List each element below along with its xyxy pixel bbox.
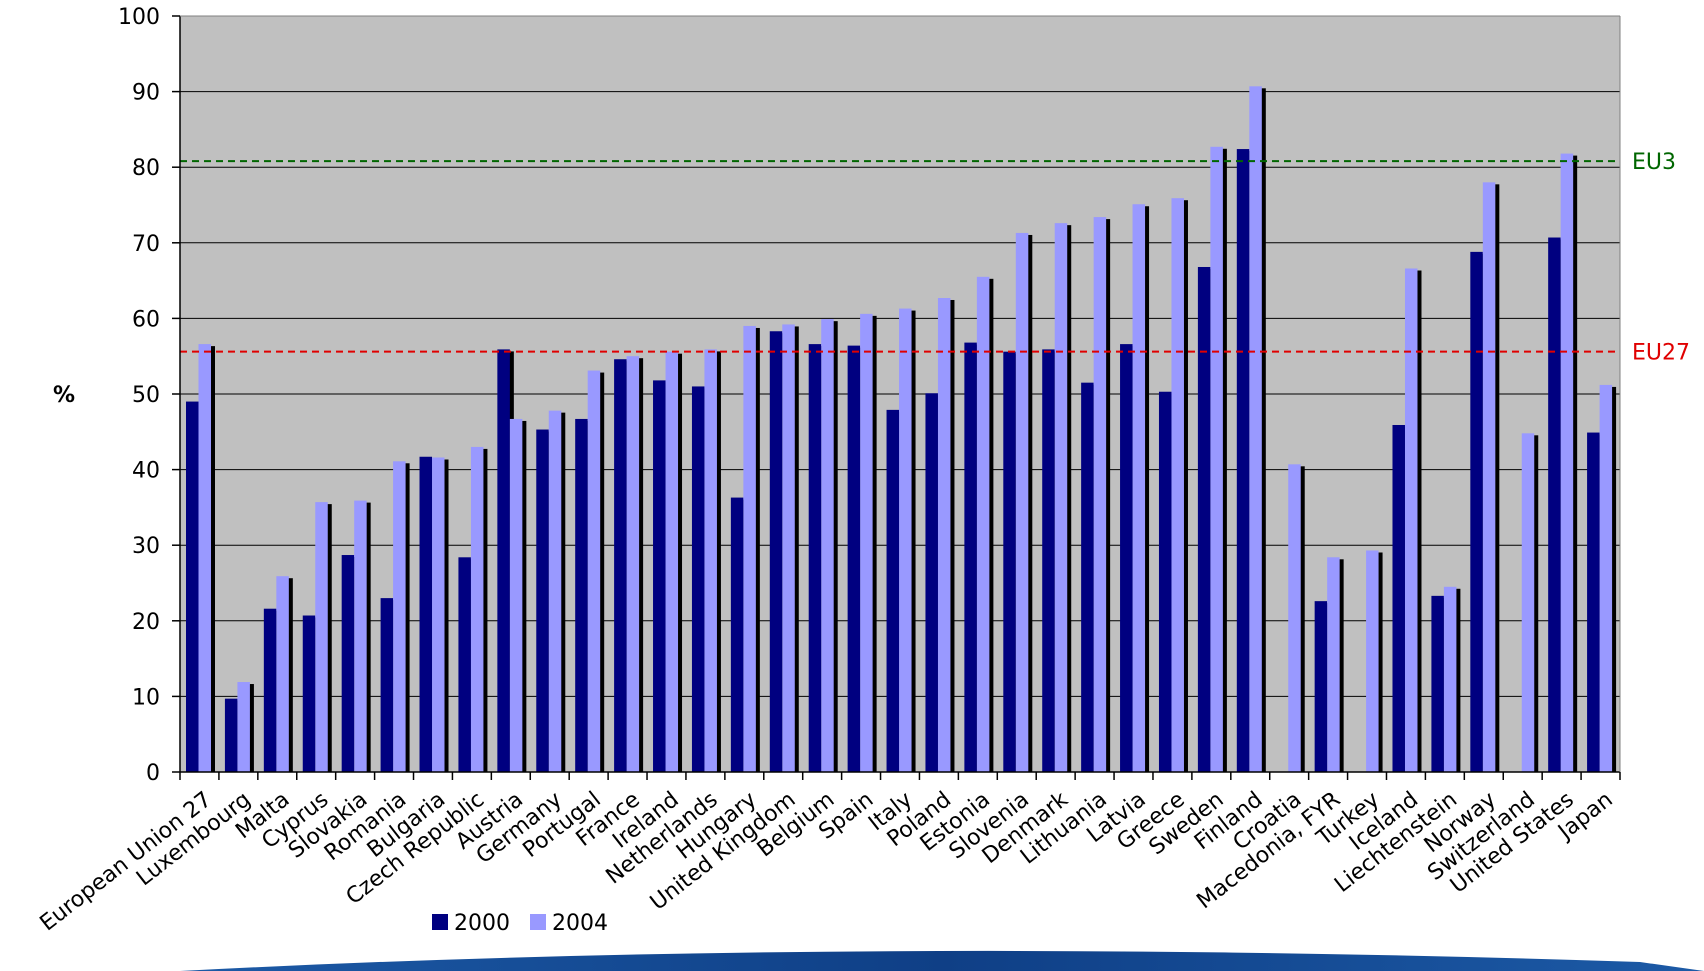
y-tick-label-0: 0: [146, 761, 160, 786]
bar-2000-1: [224, 698, 238, 772]
bar-2004-32: [1443, 586, 1457, 772]
bar-2004-2: [276, 576, 289, 772]
bar-2004-18: [899, 308, 912, 772]
bar-2004-0: [198, 344, 211, 772]
bar-2000-5: [380, 598, 394, 772]
y-tick-label-70: 70: [132, 232, 160, 257]
bar-2004-35: [1560, 153, 1574, 773]
bar-2004-11: [626, 356, 640, 772]
bar-2000-27: [1236, 149, 1250, 772]
bar-2004-4: [354, 500, 367, 772]
bar-2000-18: [886, 409, 900, 772]
y-tick-label-20: 20: [132, 610, 160, 635]
reference-label-eu27: EU27: [1632, 341, 1690, 366]
bar-2004-34: [1521, 433, 1535, 772]
bar-2000-19: [925, 393, 938, 772]
y-tick-label-100: 100: [118, 5, 160, 30]
bar-2000-22: [1042, 349, 1055, 772]
bar-2000-25: [1158, 391, 1172, 772]
bar-2000-20: [964, 342, 977, 772]
y-tick-label-50: 50: [132, 383, 160, 408]
y-tick-label-60: 60: [132, 307, 160, 332]
bar-2004-20: [976, 276, 990, 772]
bar-2000-4: [341, 555, 355, 772]
bar-2000-33: [1470, 251, 1483, 772]
y-axis-label: %: [53, 383, 75, 408]
bar-2000-3: [302, 615, 316, 772]
bar-2000-14: [730, 497, 744, 772]
bar-2004-27: [1249, 86, 1262, 773]
legend-swatch-2004: [530, 914, 546, 930]
y-tick-label-30: 30: [132, 534, 160, 559]
bar-2004-6: [432, 457, 445, 772]
bar-2004-24: [1132, 204, 1146, 772]
bar-2000-16: [808, 344, 822, 772]
bar-2004-31: [1404, 268, 1418, 772]
bar-2000-21: [1003, 351, 1016, 772]
x-tick-label: European Union 27: [35, 787, 216, 936]
bar-2004-36: [1599, 384, 1613, 772]
bar-2000-23: [1081, 382, 1094, 772]
y-tick-label-90: 90: [132, 81, 160, 106]
bar-2004-5: [393, 461, 406, 772]
bar-2000-15: [769, 331, 783, 772]
bar-2004-9: [548, 410, 562, 772]
bar-2000-7: [458, 557, 471, 772]
bar-2004-3: [315, 502, 328, 772]
bar-2000-10: [575, 418, 588, 772]
bar-2004-15: [782, 324, 795, 772]
bar-2000-0: [186, 401, 199, 772]
x-tick-labels: European Union 27LuxembourgMaltaCyprusSl…: [35, 787, 1617, 936]
legend-label-2000: 2000: [454, 911, 510, 936]
bar-2004-33: [1482, 182, 1496, 772]
bar-2000-31: [1392, 424, 1405, 772]
y-tick-label-80: 80: [132, 156, 160, 181]
bar-2000-11: [614, 359, 627, 772]
y-tick-labels: 0 10 20 30 40 50 60 70 80 90 100: [118, 5, 160, 786]
bar-2000-12: [653, 380, 666, 772]
bar-2004-29: [1327, 557, 1340, 772]
bar-2000-36: [1587, 432, 1600, 772]
reference-label-eu3: EU3: [1632, 150, 1676, 175]
bar-2000-26: [1197, 266, 1211, 772]
axes: [172, 15, 1621, 780]
bar-2004-26: [1210, 146, 1223, 773]
bar-2000-35: [1548, 237, 1561, 772]
bar-2000-17: [847, 345, 861, 772]
bar-2004-28: [1288, 464, 1301, 772]
legend-swatch-2000: [432, 914, 448, 930]
legend: 2000 2004: [432, 911, 608, 936]
bar-2004-22: [1054, 223, 1068, 773]
bars: [186, 86, 1617, 773]
bar-2004-1: [237, 682, 250, 772]
bar-2004-30: [1366, 550, 1379, 772]
bar-2004-25: [1171, 198, 1184, 773]
legend-label-2004: 2004: [552, 911, 608, 936]
reference-lines: EU3 EU27: [180, 150, 1690, 366]
bar-2004-21: [1015, 232, 1029, 773]
footer-banner: [180, 950, 1704, 971]
bar-2004-13: [704, 349, 717, 772]
bar-2000-6: [419, 456, 433, 772]
bar-2000-2: [263, 608, 277, 772]
bar-2004-10: [587, 370, 601, 772]
bar-2004-14: [743, 325, 756, 772]
bar-2004-8: [509, 418, 523, 772]
y-tick-label-10: 10: [132, 685, 160, 710]
bar-2000-24: [1120, 344, 1133, 772]
bar-2000-32: [1431, 595, 1444, 772]
bar-2004-17: [860, 313, 873, 772]
bar-2004-12: [665, 351, 679, 772]
bar-2000-13: [691, 386, 705, 772]
bar-2004-7: [470, 446, 484, 772]
bar-2000-29: [1314, 601, 1328, 772]
bar-2004-23: [1093, 217, 1107, 772]
bar-2004-19: [937, 297, 951, 772]
y-tick-label-40: 40: [132, 459, 160, 484]
bar-2004-16: [821, 319, 834, 772]
bar-2000-8: [497, 349, 510, 772]
bar-2000-9: [536, 429, 549, 772]
